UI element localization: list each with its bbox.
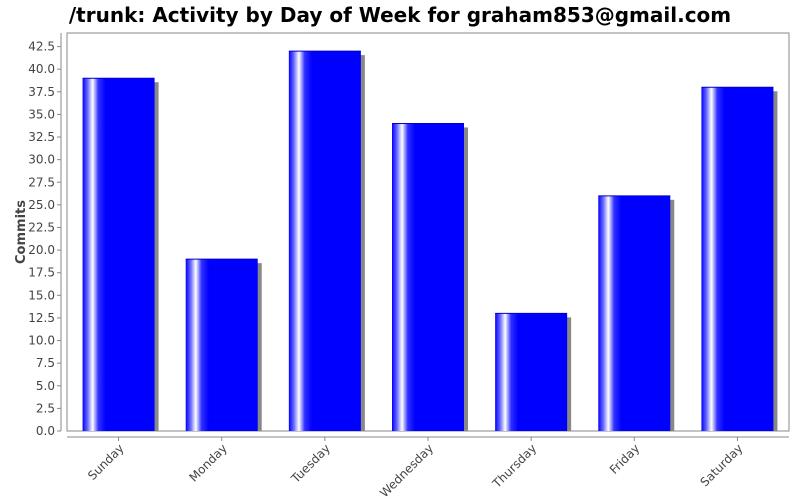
chart-title: /trunk: Activity by Day of Week for grah… — [69, 3, 731, 27]
y-tick-label: 15.0 — [28, 288, 55, 302]
y-tick-label: 10.0 — [28, 334, 55, 348]
y-tick-label: 40.0 — [28, 62, 55, 76]
bar-monday — [185, 259, 258, 431]
y-tick-label: 17.5 — [28, 266, 55, 280]
bar-wednesday — [392, 123, 464, 432]
x-tick-label: Sunday — [85, 441, 127, 483]
y-tick-label: 12.5 — [28, 311, 55, 325]
y-tick-label: 37.5 — [28, 85, 55, 99]
x-tick-label: Saturday — [697, 441, 745, 489]
y-tick-label: 5.0 — [36, 379, 55, 393]
y-tick-label: 7.5 — [36, 356, 55, 370]
bar-tuesday — [288, 51, 361, 431]
y-tick-label: 32.5 — [28, 130, 55, 144]
y-tick-label: 35.0 — [28, 107, 55, 121]
bar-friday — [598, 195, 671, 431]
y-tick-label: 20.0 — [28, 243, 55, 257]
x-tick-label: Wednesday — [377, 441, 436, 500]
bar-thursday — [495, 313, 568, 431]
y-tick-label: 27.5 — [28, 175, 55, 189]
y-tick-label: 30.0 — [28, 153, 55, 167]
x-tick-label: Monday — [186, 441, 229, 484]
y-tick-label: 25.0 — [28, 198, 55, 212]
bar-saturday — [701, 87, 774, 431]
y-axis-label: Commits — [14, 200, 29, 264]
x-axis: Sunday Monday Tuesday Wednesday Thursday Frid… — [67, 436, 789, 500]
y-axis: 0.0 2.5 5.0 7.5 10.0 12.5 15.0 17.5 20.0 22.5 25.0… — [28, 33, 62, 438]
bars — [82, 50, 778, 432]
x-tick-label: Thursday — [489, 441, 539, 491]
bar-sunday — [82, 78, 155, 432]
y-tick-label: 42.5 — [28, 40, 55, 54]
y-tick-label: 0.0 — [36, 424, 55, 438]
x-tick-label: Friday — [607, 441, 643, 477]
x-tick-label: Tuesday — [288, 441, 333, 486]
y-tick-label: 22.5 — [28, 220, 55, 234]
y-tick-label: 2.5 — [36, 401, 55, 415]
